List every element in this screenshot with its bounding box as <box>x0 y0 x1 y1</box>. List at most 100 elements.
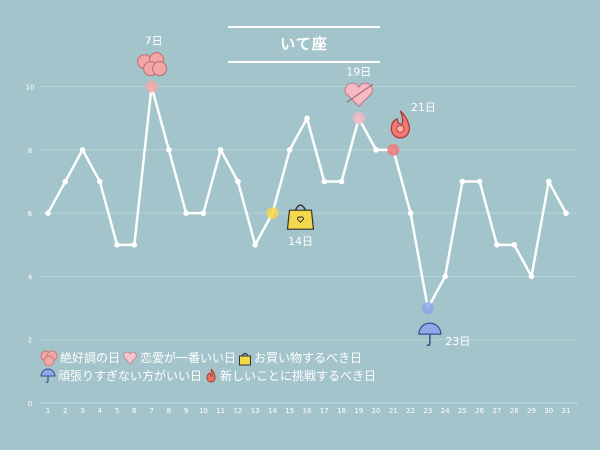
x-tick-label: 17 <box>320 407 329 415</box>
legend: 絶好調の日 恋愛が一番いい日 お買い物するべき日 <box>40 349 378 385</box>
data-point <box>373 147 379 153</box>
umbrella-icon <box>40 368 56 383</box>
data-point <box>97 178 103 185</box>
y-tick-label: 2 <box>28 337 32 345</box>
x-tick-label: 24 <box>441 407 450 415</box>
heart-cluster-icon <box>40 350 58 366</box>
x-tick-label: 8 <box>167 407 171 415</box>
x-tick-label: 19 <box>354 407 363 415</box>
x-tick-label: 27 <box>492 407 501 415</box>
y-tick-label: 8 <box>28 147 32 155</box>
legend-item-challenge-day: 新しいことに挑戦するべき日 <box>204 367 376 385</box>
x-tick-label: 12 <box>233 407 242 415</box>
x-tick-label: 6 <box>132 407 137 415</box>
data-point <box>321 178 328 185</box>
annotation-label: 14日 <box>288 235 313 248</box>
legend-row-1: 絶好調の日 恋愛が一番いい日 お買い物するべき日 <box>40 349 378 367</box>
data-point <box>459 178 466 185</box>
x-tick-label: 22 <box>406 407 415 415</box>
annotation-label: 23日 <box>445 335 470 348</box>
data-point <box>304 115 310 122</box>
data-point <box>217 147 224 153</box>
legend-item-rest-day: 頑張りすぎない方がいい日 <box>40 367 202 385</box>
legend-item-love-day: 恋愛が一番いい日 <box>122 349 236 367</box>
data-point <box>252 242 258 248</box>
x-tick-label: 16 <box>303 407 312 415</box>
data-point <box>114 242 120 248</box>
heart-cluster-icon <box>137 52 168 77</box>
x-tick-label: 2 <box>63 407 67 415</box>
x-tick-label: 3 <box>80 407 84 415</box>
legend-item-best-day: 絶好調の日 <box>40 349 120 367</box>
shopping-bag-icon <box>239 352 252 365</box>
data-point <box>563 210 569 216</box>
legend-label-love-day: 恋愛が一番いい日 <box>140 351 237 365</box>
x-tick-label: 20 <box>372 407 381 415</box>
title-rule-top <box>228 26 380 28</box>
data-point <box>131 242 138 248</box>
data-point <box>200 210 207 216</box>
highlight-point <box>421 302 434 315</box>
data-point <box>166 147 172 153</box>
love-heart-icon <box>123 351 137 365</box>
data-point <box>442 273 448 280</box>
x-tick-label: 18 <box>337 407 346 415</box>
x-tick-label: 21 <box>389 407 398 415</box>
x-tick-label: 7 <box>149 407 153 415</box>
x-tick-label: 10 <box>199 407 208 415</box>
y-tick-label: 4 <box>28 273 33 281</box>
legend-label-rest-day: 頑張りすぎない方がいい日 <box>58 369 203 383</box>
fire-icon <box>206 368 216 383</box>
x-tick-label: 15 <box>285 407 294 415</box>
x-tick-label: 14 <box>268 407 277 415</box>
legend-label-best-day: 絶好調の日 <box>60 351 121 365</box>
legend-label-challenge-day: 新しいことに挑戦するべき日 <box>220 369 377 383</box>
data-point <box>183 210 189 216</box>
title-rule-bottom <box>228 61 380 63</box>
annotation-label: 19日 <box>346 65 371 78</box>
x-tick-label: 23 <box>423 407 432 415</box>
x-tick-label: 1 <box>46 407 50 415</box>
data-point <box>407 210 414 216</box>
x-tick-label: 28 <box>510 407 519 415</box>
y-tick-label: 0 <box>28 400 32 408</box>
annotation-label: 7日 <box>145 35 163 48</box>
title-block: いて座 <box>228 26 380 63</box>
x-tick-label: 26 <box>475 407 484 415</box>
data-point <box>286 147 293 153</box>
annotation-label: 21日 <box>411 101 436 114</box>
data-point <box>62 178 69 185</box>
x-tick-label: 13 <box>251 407 260 415</box>
x-tick-label: 11 <box>216 407 225 415</box>
x-tick-label: 31 <box>562 407 571 415</box>
highlight-point <box>145 80 158 93</box>
y-tick-label: 6 <box>28 210 33 218</box>
legend-row-2: 頑張りすぎない方がいい日 新しいことに挑戦するべき日 <box>40 367 378 385</box>
highlight-point <box>352 112 365 125</box>
highlight-point <box>266 207 279 220</box>
data-point <box>235 178 241 185</box>
legend-label-shopping-day: お買い物するべき日 <box>254 351 363 365</box>
shopping-bag-icon <box>286 204 315 230</box>
data-point <box>545 178 552 185</box>
data-point <box>511 242 517 248</box>
x-tick-label: 5 <box>115 407 119 415</box>
love-heart-icon <box>344 82 374 107</box>
data-point <box>338 178 345 185</box>
x-tick-label: 4 <box>98 407 103 415</box>
x-tick-label: 30 <box>544 407 553 415</box>
data-point <box>476 178 483 185</box>
data-point <box>79 147 86 153</box>
x-tick-label: 25 <box>458 407 467 415</box>
data-point <box>45 210 51 216</box>
data-point <box>528 273 535 280</box>
x-tick-label: 29 <box>527 407 536 415</box>
legend-item-shopping-day: お買い物するべき日 <box>238 349 362 367</box>
umbrella-icon <box>418 322 442 347</box>
x-tick-label: 9 <box>184 407 188 415</box>
data-point <box>494 242 500 248</box>
highlight-point <box>387 143 400 156</box>
y-tick-label: 10 <box>26 84 35 92</box>
